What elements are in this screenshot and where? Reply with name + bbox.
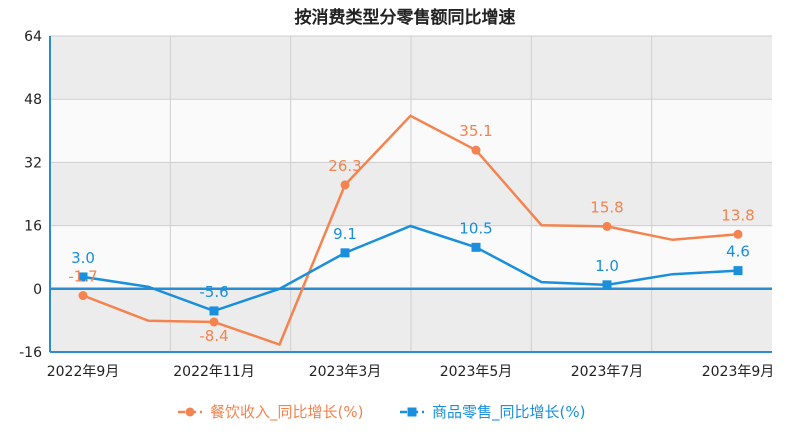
data-label: 1.0 [595, 257, 619, 275]
data-label: 26.3 [328, 157, 361, 175]
legend-marker [185, 407, 195, 417]
x-tick-label: 2023年5月 [440, 364, 513, 380]
x-tick-label: 2023年7月 [571, 364, 644, 380]
series-line-2 [82, 224, 739, 313]
legend-item-2: 商品零售_同比增长(%) [400, 403, 585, 422]
y-tick-label: -16 [19, 345, 42, 361]
data-point [471, 242, 481, 252]
data-point [602, 280, 612, 290]
x-tick-label: 2022年11月 [173, 364, 254, 380]
series-layer [78, 114, 743, 347]
data-point [733, 266, 743, 276]
legend-label: 餐饮收入_同比增长(%) [210, 403, 363, 422]
data-label: 35.1 [459, 122, 492, 140]
data-label: 4.6 [726, 243, 750, 261]
x-tick-label: 2022年9月 [47, 364, 120, 380]
data-point [340, 248, 350, 258]
data-point [733, 229, 743, 239]
data-labels: -1.7 -8.4 26.3 35.1 15.8 13.8 3.0 -5.6 9.1 10.5 1.… [68, 122, 754, 345]
y-tick-label: 64 [24, 29, 42, 45]
legend-item-1: 餐饮收入_同比增长(%) [178, 403, 363, 422]
data-label: 9.1 [333, 225, 357, 243]
y-tick-label: 48 [24, 92, 42, 108]
x-tick-label: 2023年9月 [702, 364, 775, 380]
x-tick-label: 2023年3月 [309, 364, 382, 380]
y-tick-label: 16 [24, 219, 42, 235]
data-point [209, 317, 219, 327]
data-label: 3.0 [71, 249, 95, 267]
data-label: 13.8 [721, 206, 754, 224]
chart-title: 按消费类型分零售额同比增速 [295, 7, 516, 28]
data-label: -8.4 [199, 327, 228, 345]
legend-marker [407, 407, 417, 417]
data-point [340, 180, 350, 190]
data-label: 15.8 [590, 198, 623, 216]
grid-lines [50, 35, 772, 353]
data-point [78, 291, 88, 301]
axes: 64 48 32 16 0 -16 2022年9月 2022年11月 2023年3月 2023年5… [19, 29, 774, 380]
data-point [471, 145, 481, 155]
data-point [602, 221, 612, 231]
y-tick-label: 32 [24, 155, 42, 171]
data-point [209, 306, 219, 316]
y-tick-label: 0 [33, 282, 42, 298]
data-label: -5.6 [199, 283, 228, 301]
series-line-1 [82, 114, 739, 347]
data-label: 10.5 [459, 219, 492, 237]
data-label: -1.7 [68, 268, 97, 286]
legend: 餐饮收入_同比增长(%) 商品零售_同比增长(%) [178, 403, 585, 422]
data-point [78, 272, 88, 282]
legend-label: 商品零售_同比增长(%) [432, 403, 585, 422]
